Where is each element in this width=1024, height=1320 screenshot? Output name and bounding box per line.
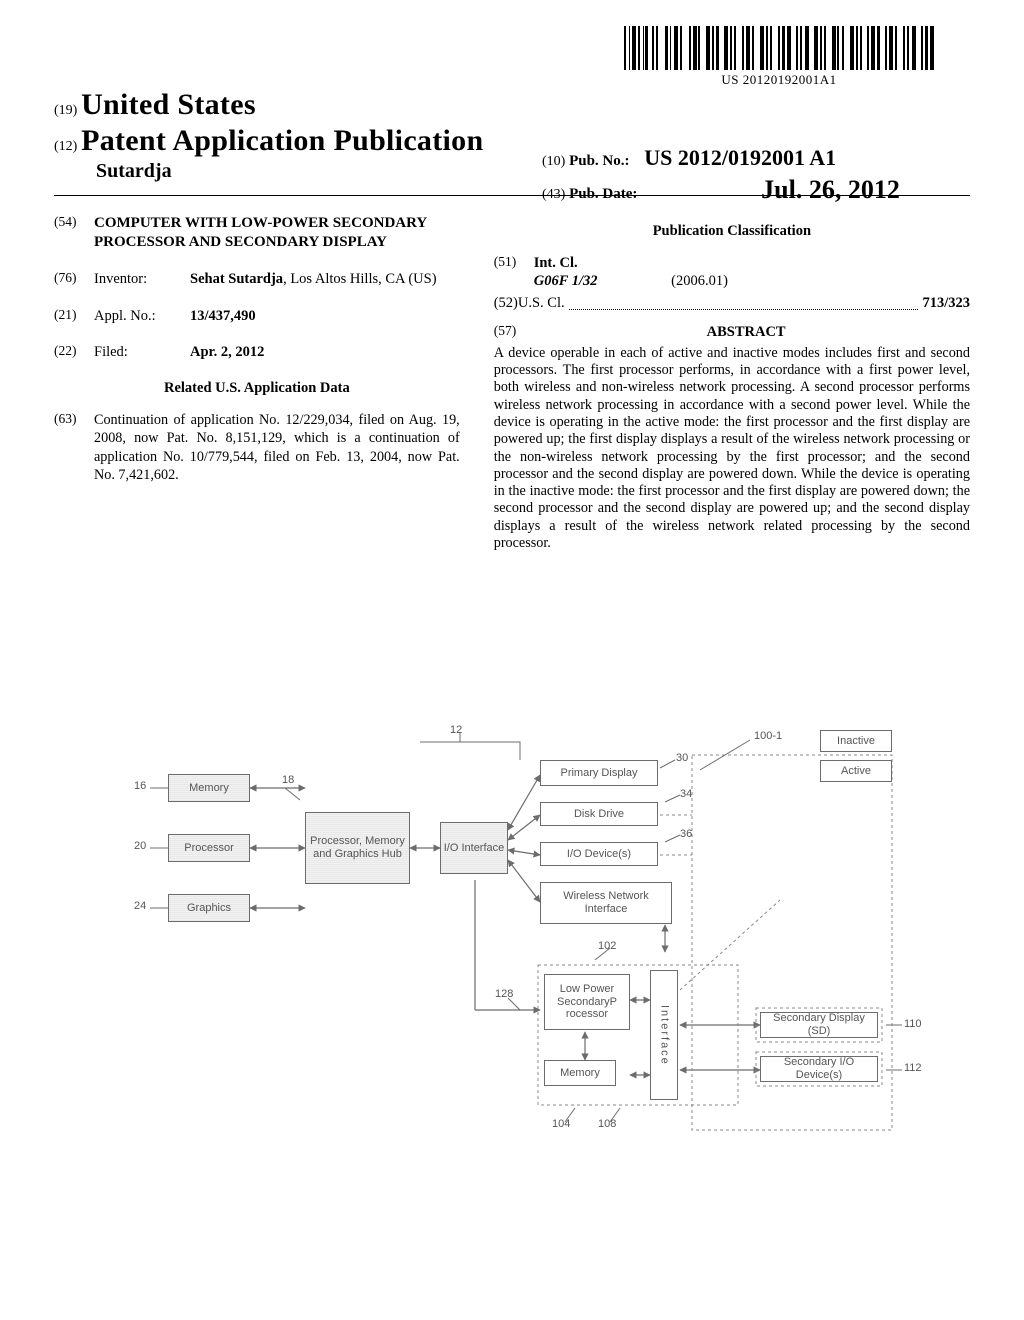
figure-ref-128: 128 xyxy=(495,988,513,1000)
field-num-22: (22) xyxy=(54,343,94,361)
figure-ref-108: 108 xyxy=(598,1118,616,1130)
publication-type: Patent Application Publication xyxy=(81,124,483,157)
figure-box-primary-display: Primary Display xyxy=(540,760,658,786)
figure-ref-104: 104 xyxy=(552,1118,570,1130)
field-num-12: (12) xyxy=(54,139,77,154)
pubdate-label: Pub. Date: xyxy=(569,186,641,202)
uscl-dots xyxy=(569,294,919,309)
uscl-label: U.S. Cl. xyxy=(518,294,565,312)
figure-box-memory2: Memory xyxy=(544,1060,616,1086)
title-row: (54) COMPUTER WITH LOW-POWER SECONDARY P… xyxy=(54,214,460,252)
intcl-label: Int. Cl. xyxy=(534,254,578,272)
intcl-value-row: G06F 1/32 (2006.01) xyxy=(494,272,970,290)
filed-value: Apr. 2, 2012 xyxy=(190,343,460,361)
figure-box-interface-vert: Interface xyxy=(650,970,678,1100)
related-text: Continuation of application No. 12/229,0… xyxy=(94,411,460,485)
figure-box-secondary-display: Secondary Display (SD) xyxy=(760,1012,878,1038)
figure-ref-102: 102 xyxy=(598,940,616,952)
header-right: (10) Pub. No.: US 2012/0192001 A1 (43) P… xyxy=(542,145,900,209)
figure-box-graphics: Graphics xyxy=(168,894,250,922)
field-num-52: (52) xyxy=(494,294,518,312)
figure-box-processor: Processor xyxy=(168,834,250,862)
figure-ref-36: 36 xyxy=(680,828,692,840)
filed-label: Filed: xyxy=(94,343,190,361)
figure-ref-34: 34 xyxy=(680,788,692,800)
barcode-stripes xyxy=(624,26,934,70)
figure-box-active: Active xyxy=(820,760,892,782)
figure-ref-110: 110 xyxy=(904,1018,922,1030)
related-heading: Related U.S. Application Data xyxy=(54,379,460,397)
figure-box-inactive: Inactive xyxy=(820,730,892,752)
pubdate-value: Jul. 26, 2012 xyxy=(761,175,900,204)
field-num-76: (76) xyxy=(54,270,94,288)
country-name: United States xyxy=(81,88,256,121)
applno-value: 13/437,490 xyxy=(190,307,460,325)
barcode-text: US 20120192001A1 xyxy=(624,72,934,88)
field-num-54: (54) xyxy=(54,214,94,252)
country-line: (19) United States xyxy=(54,88,970,122)
abstract-text: A device operable in each of active and … xyxy=(494,345,970,553)
inventor-value: Sehat Sutardja, Los Altos Hills, CA (US) xyxy=(190,270,460,288)
pubno-value: US 2012/0192001 A1 xyxy=(633,145,836,170)
intcl-code: G06F 1/32 xyxy=(534,273,598,289)
applno-label: Appl. No.: xyxy=(94,307,190,325)
figure-ref-24: 24 xyxy=(134,900,146,912)
abstract-heading-row: (57) ABSTRACT xyxy=(494,323,970,341)
figure-box-memory: Memory xyxy=(168,774,250,802)
figure-ref-30: 30 xyxy=(676,752,688,764)
field-num-10: (10) xyxy=(542,154,565,169)
figure-box-io-interface: I/O Interface xyxy=(440,822,508,874)
figure-box-io-devices: I/O Device(s) xyxy=(540,842,658,866)
field-num-43: (43) xyxy=(542,187,565,202)
patent-figure: Memory Processor Graphics Processor, Mem… xyxy=(120,730,940,1170)
uscl-value: 713/323 xyxy=(922,294,970,312)
figure-ref-100-1: 100-1 xyxy=(754,730,782,742)
figure-ref-112: 112 xyxy=(904,1062,922,1074)
applno-row: (21) Appl. No.: 13/437,490 xyxy=(54,307,460,325)
field-num-19: (19) xyxy=(54,103,77,118)
figure-ref-20: 20 xyxy=(134,840,146,852)
inventor-label: Inventor: xyxy=(94,270,190,288)
inventor-name: Sehat Sutardja xyxy=(190,271,283,287)
abstract-label: ABSTRACT xyxy=(707,324,786,340)
intcl-year: (2006.01) xyxy=(671,273,728,289)
barcode-block: US 20120192001A1 xyxy=(624,26,934,88)
figure-box-wireless: Wireless Network Interface xyxy=(540,882,672,924)
filed-row: (22) Filed: Apr. 2, 2012 xyxy=(54,343,460,361)
field-num-21: (21) xyxy=(54,307,94,325)
inventor-row: (76) Inventor: Sehat Sutardja, Los Altos… xyxy=(54,270,460,288)
figure-ref-16: 16 xyxy=(134,780,146,792)
intcl-row: (51) Int. Cl. xyxy=(494,254,970,272)
figure-ref-12: 12 xyxy=(450,724,462,736)
classification-heading: Publication Classification xyxy=(494,222,970,240)
right-column: Publication Classification (51) Int. Cl.… xyxy=(494,214,970,552)
field-num-57: (57) xyxy=(494,323,517,340)
figure-box-secondary-io: Secondary I/O Device(s) xyxy=(760,1056,878,1082)
invention-title: COMPUTER WITH LOW-POWER SECONDARY PROCES… xyxy=(94,214,460,252)
figure-box-lp-processor: Low Power SecondaryP rocessor xyxy=(544,974,630,1030)
figure-box-hub: Processor, Memory and Graphics Hub xyxy=(305,812,410,884)
uscl-row: (52) U.S. Cl. 713/323 xyxy=(494,294,970,312)
field-num-51: (51) xyxy=(494,254,534,272)
inventor-location: , Los Altos Hills, CA (US) xyxy=(283,271,436,287)
figure-box-disk-drive: Disk Drive xyxy=(540,802,658,826)
pubno-label: Pub. No.: xyxy=(569,153,633,169)
related-row: (63) Continuation of application No. 12/… xyxy=(54,411,460,485)
bibliographic-columns: (54) COMPUTER WITH LOW-POWER SECONDARY P… xyxy=(54,214,970,552)
field-num-63: (63) xyxy=(54,411,94,485)
left-column: (54) COMPUTER WITH LOW-POWER SECONDARY P… xyxy=(54,214,460,552)
figure-ref-18: 18 xyxy=(282,774,294,786)
